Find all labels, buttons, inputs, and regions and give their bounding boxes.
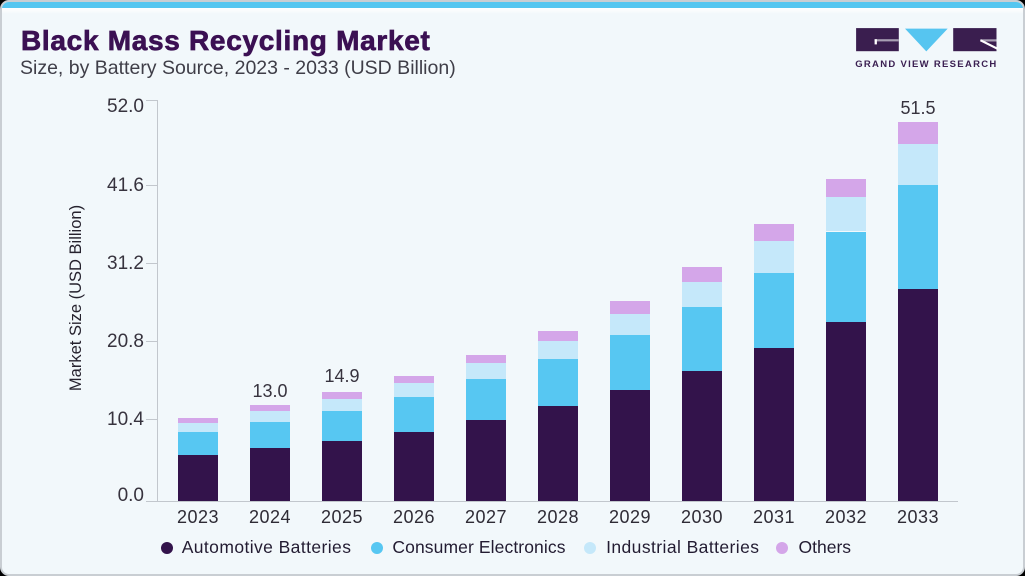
svg-text:GRAND VIEW RESEARCH: GRAND VIEW RESEARCH <box>855 59 997 70</box>
